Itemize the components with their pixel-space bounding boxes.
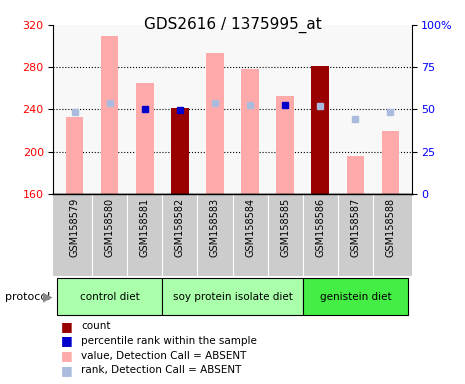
Bar xyxy=(312,66,329,194)
Text: GSM158583: GSM158583 xyxy=(210,198,220,257)
Text: GSM158581: GSM158581 xyxy=(140,198,150,257)
Bar xyxy=(101,36,119,194)
Bar xyxy=(136,83,153,194)
Text: ▶: ▶ xyxy=(43,290,53,303)
Text: GSM158579: GSM158579 xyxy=(70,198,80,257)
Text: value, Detection Call = ABSENT: value, Detection Call = ABSENT xyxy=(81,351,247,361)
Text: percentile rank within the sample: percentile rank within the sample xyxy=(81,336,257,346)
Text: GSM158582: GSM158582 xyxy=(175,198,185,257)
Text: GSM158580: GSM158580 xyxy=(105,198,115,257)
Bar xyxy=(346,156,364,194)
Text: GDS2616 / 1375995_at: GDS2616 / 1375995_at xyxy=(144,17,321,33)
Text: protocol: protocol xyxy=(5,291,50,302)
Text: GSM158587: GSM158587 xyxy=(350,198,360,257)
Bar xyxy=(303,278,408,315)
Text: GSM158584: GSM158584 xyxy=(245,198,255,257)
Bar xyxy=(276,96,294,194)
Text: rank, Detection Call = ABSENT: rank, Detection Call = ABSENT xyxy=(81,365,242,375)
Text: GSM158588: GSM158588 xyxy=(385,198,395,257)
Bar xyxy=(382,131,399,194)
Text: GSM158586: GSM158586 xyxy=(315,198,325,257)
Bar xyxy=(171,108,189,194)
Bar xyxy=(57,278,162,315)
Text: GSM158585: GSM158585 xyxy=(280,198,290,257)
Text: ■: ■ xyxy=(60,349,72,362)
Text: genistein diet: genistein diet xyxy=(319,291,391,302)
Text: count: count xyxy=(81,321,111,331)
Text: ■: ■ xyxy=(60,364,72,377)
Bar xyxy=(162,278,303,315)
Text: control diet: control diet xyxy=(80,291,140,302)
Bar xyxy=(206,53,224,194)
Bar xyxy=(241,70,259,194)
Text: ■: ■ xyxy=(60,334,72,348)
Bar xyxy=(66,117,83,194)
Text: ■: ■ xyxy=(60,320,72,333)
Text: soy protein isolate diet: soy protein isolate diet xyxy=(173,291,292,302)
